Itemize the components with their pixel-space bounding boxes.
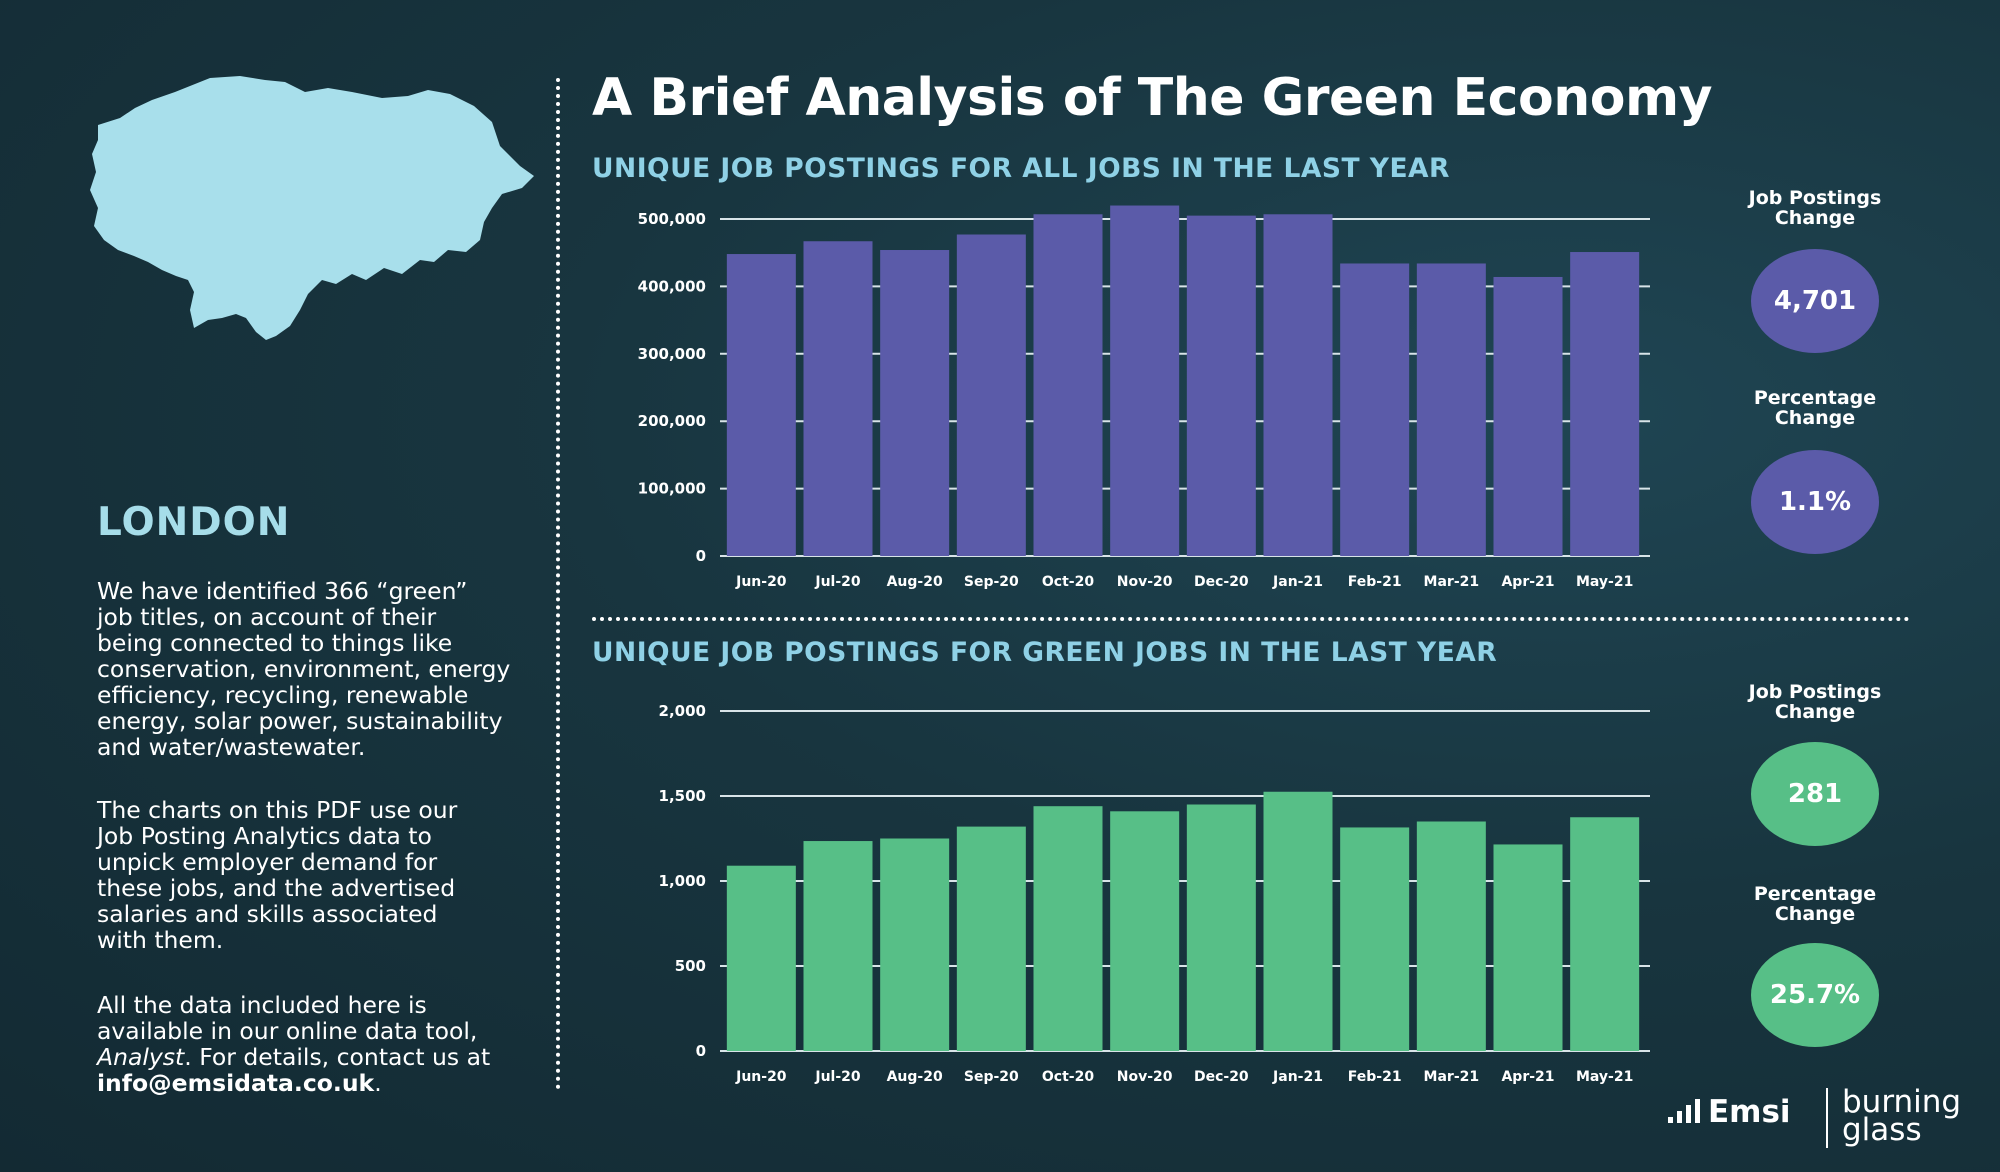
y-tick-label: 100,000	[638, 480, 706, 498]
bar	[880, 250, 950, 556]
y-tick-label: 1,000	[659, 872, 706, 890]
bar	[956, 826, 1026, 1051]
green-postings-change-badge: 281	[1751, 742, 1879, 846]
x-tick-label: Jan-21	[1272, 574, 1323, 590]
bar	[1033, 214, 1103, 557]
bar	[1186, 804, 1256, 1051]
all-postings-change-value: 4,701	[1773, 286, 1857, 316]
horizontal-divider	[592, 617, 1910, 621]
x-tick-label: May-21	[1576, 1069, 1633, 1085]
bar	[726, 865, 796, 1051]
all-postings-change-label: Job Postings Change	[1748, 187, 1882, 229]
emsi-bars-icon	[1668, 1099, 1700, 1123]
bar	[1493, 844, 1563, 1051]
green-percentage-change-value: 25.7%	[1769, 980, 1861, 1010]
bar	[1416, 821, 1486, 1051]
bar	[880, 838, 950, 1051]
vertical-divider	[556, 78, 560, 1090]
green-percentage-change-label: Percentage Change	[1753, 883, 1877, 925]
bar	[803, 841, 873, 1051]
x-tick-label: Sep-20	[964, 574, 1019, 590]
bar	[1033, 806, 1103, 1051]
bar	[1570, 252, 1640, 556]
x-tick-label: Feb-21	[1348, 1069, 1402, 1085]
bar	[1110, 205, 1180, 556]
y-tick-label: 2,000	[659, 702, 706, 720]
x-tick-label: Apr-21	[1501, 1069, 1554, 1085]
x-tick-label: Nov-20	[1117, 574, 1173, 590]
bar	[956, 234, 1026, 556]
x-tick-label: Aug-20	[887, 574, 943, 590]
intro-paragraph: We have identified 366 “green” job title…	[97, 577, 511, 761]
bar	[1263, 791, 1333, 1051]
green-jobs-bar-chart: 0 500 1,000 1,500 2,000 Jun-20 Jul-20 Aug-20 Sep…	[659, 702, 1650, 1085]
y-tick-label: 1,500	[659, 787, 706, 805]
x-tick-label: Jun-20	[735, 574, 787, 590]
x-tick-label: Aug-20	[887, 1069, 943, 1085]
x-tick-label: Jun-20	[735, 1069, 787, 1085]
green-percentage-change-badge: 25.7%	[1751, 943, 1879, 1047]
x-tick-label: Feb-21	[1348, 574, 1402, 590]
bar	[1263, 214, 1333, 557]
all-percentage-change-value: 1.1%	[1778, 487, 1852, 517]
all-jobs-bar-chart: 0 100,000 200,000 300,000 400,000 500,000 Jun-…	[638, 205, 1650, 590]
x-tick-label: Sep-20	[964, 1069, 1019, 1085]
all-postings-change-badge: 4,701	[1751, 249, 1879, 353]
analyst-product-name: Analyst	[97, 1043, 185, 1071]
bar	[726, 254, 796, 556]
y-tick-label: 0	[696, 547, 706, 565]
x-tick-label: Oct-20	[1042, 1069, 1094, 1085]
bar	[1416, 263, 1486, 556]
bar	[803, 241, 873, 556]
x-tick-label: Dec-20	[1194, 574, 1249, 590]
contact-end: .	[374, 1069, 382, 1097]
y-tick-label: 500,000	[638, 210, 706, 228]
green-postings-change-value: 281	[1787, 779, 1843, 809]
chart-green-title: UNIQUE JOB POSTINGS FOR GREEN JOBS IN TH…	[592, 637, 1498, 668]
y-tick-label: 500	[675, 957, 706, 975]
page-title: A Brief Analysis of The Green Economy	[592, 68, 1713, 128]
x-tick-label: Dec-20	[1194, 1069, 1249, 1085]
london-map-icon	[90, 76, 534, 340]
x-tick-label: May-21	[1576, 574, 1633, 590]
x-tick-label: Jan-21	[1272, 1069, 1323, 1085]
contact-email-link[interactable]: info@emsidata.co.uk	[97, 1069, 375, 1097]
bar	[1110, 811, 1180, 1051]
bar	[1493, 276, 1563, 556]
x-tick-label: Mar-21	[1424, 574, 1480, 590]
y-tick-label: 0	[696, 1042, 706, 1060]
contact-line-1: All the data included here is	[97, 991, 427, 1019]
y-tick-label: 200,000	[638, 412, 706, 430]
x-tick-label: Jul-20	[814, 574, 861, 590]
all-percentage-change-badge: 1.1%	[1751, 450, 1879, 554]
bar	[1340, 827, 1410, 1051]
y-tick-label: 400,000	[638, 277, 706, 295]
contact-paragraph: All the data included here is available …	[97, 992, 537, 1096]
all-percentage-change-label: Percentage Change	[1753, 387, 1877, 429]
bar	[1186, 215, 1256, 556]
x-tick-label: Jul-20	[814, 1069, 861, 1085]
x-tick-label: Mar-21	[1424, 1069, 1480, 1085]
logo-separator	[1826, 1088, 1828, 1148]
emsi-logo-text: Emsi	[1708, 1094, 1791, 1130]
bar	[1570, 817, 1640, 1051]
x-tick-label: Apr-21	[1501, 574, 1554, 590]
region-heading: LONDON	[97, 500, 291, 545]
burning-glass-logo: burning glass	[1842, 1084, 1962, 1148]
method-paragraph: The charts on this PDF use our Job Posti…	[97, 796, 458, 954]
green-postings-change-label: Job Postings Change	[1748, 681, 1882, 723]
y-tick-label: 300,000	[638, 345, 706, 363]
contact-line-2: available in our online data tool,	[97, 1017, 478, 1045]
contact-line-3: . For details, contact us at	[184, 1043, 491, 1071]
x-tick-label: Oct-20	[1042, 574, 1094, 590]
emsi-logo: Emsi	[1668, 1094, 1791, 1130]
chart-all-title: UNIQUE JOB POSTINGS FOR ALL JOBS IN THE …	[592, 153, 1450, 184]
x-tick-label: Nov-20	[1117, 1069, 1173, 1085]
bar	[1340, 263, 1410, 556]
